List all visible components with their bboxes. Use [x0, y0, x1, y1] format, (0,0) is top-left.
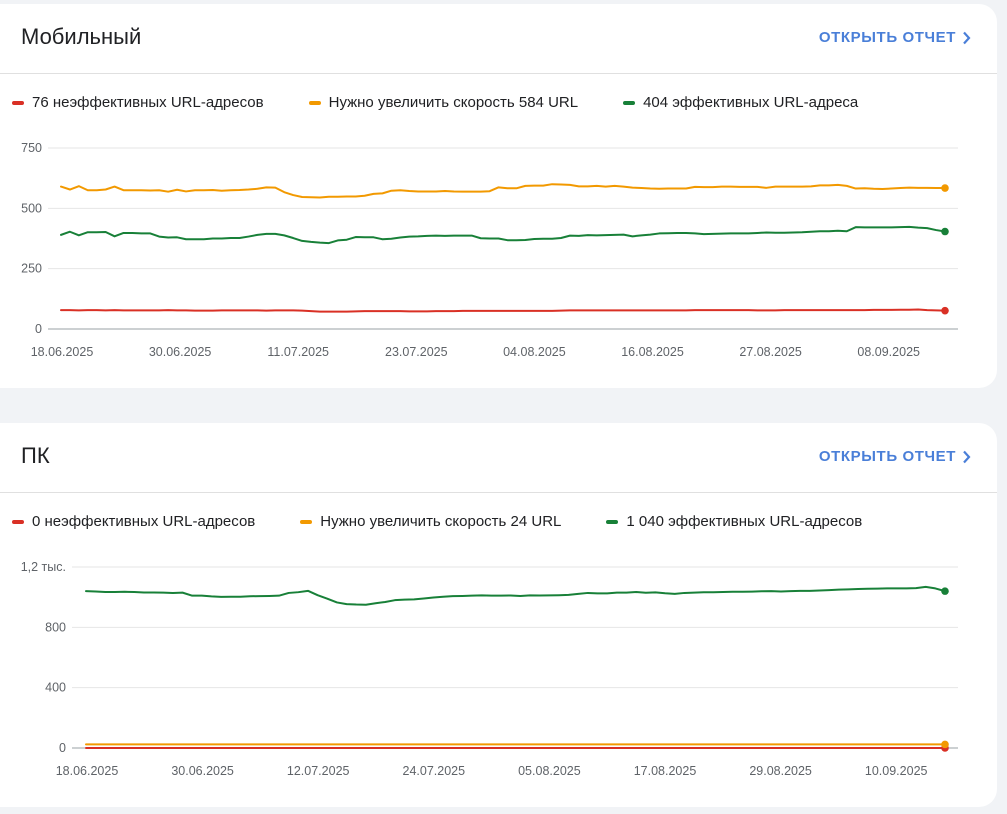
pc-open-report-label: ОТКРЫТЬ ОТЧЕТ: [818, 448, 956, 465]
legend-swatch-needs-improvement: [308, 100, 321, 105]
pc-y-tick-label: 800: [45, 620, 66, 634]
mobile-x-tick-label: 23.07.2025: [385, 345, 448, 359]
mobile-legend: 76 неэффективных URL-адресов Нужно увели…: [12, 94, 858, 111]
pc-x-tick-label: 18.06.2025: [56, 764, 119, 778]
pc-series-line-2: [85, 585, 946, 606]
mobile-y-tick-label: 0: [35, 322, 42, 336]
pc-open-report-button[interactable]: ОТКРЫТЬ ОТЧЕТ: [819, 448, 971, 465]
pc-y-tick-label: 1,2 тыс.: [21, 560, 66, 574]
mobile-open-report-label: ОТКРЫТЬ ОТЧЕТ: [818, 29, 956, 46]
mobile-card-header: Мобильный ОТКРЫТЬ ОТЧЕТ: [0, 4, 997, 74]
mobile-y-tick-label: 500: [21, 201, 42, 215]
mobile-series-endpoint-1: [941, 184, 949, 192]
legend-swatch-good: [623, 100, 636, 105]
legend-swatch-good: [606, 519, 619, 524]
legend-swatch-needs-improvement: [300, 519, 313, 524]
pc-y-tick-label: 0: [59, 741, 66, 755]
pc-legend-label-needs-improvement: Нужно увеличить скорость 24 URL: [320, 513, 562, 530]
mobile-open-report-button[interactable]: ОТКРЫТЬ ОТЧЕТ: [819, 29, 971, 46]
mobile-legend-label-poor: 76 неэффективных URL-адресов: [32, 94, 264, 111]
mobile-legend-item-poor[interactable]: 76 неэффективных URL-адресов: [12, 94, 264, 111]
mobile-x-tick-label: 30.06.2025: [149, 345, 212, 359]
mobile-chart: 750 500 250 0 18.06.2025 30.06.2025 11.07.2025…: [21, 141, 958, 359]
pc-x-tick-label: 12.07.2025: [287, 764, 350, 778]
mobile-x-tick-label: 08.09.2025: [857, 345, 920, 359]
pc-x-tick-label: 24.07.2025: [403, 764, 466, 778]
chevron-right-icon: [963, 31, 971, 44]
mobile-card: Мобильный ОТКРЫТЬ ОТЧЕТ 76 неэффективных…: [0, 4, 997, 388]
mobile-y-tick-label: 250: [21, 262, 42, 276]
mobile-legend-label-good: 404 эффективных URL-адреса: [643, 94, 859, 111]
mobile-y-tick-label: 750: [21, 141, 42, 155]
mobile-series-line-0: [60, 308, 946, 313]
pc-legend-item-good[interactable]: 1 040 эффективных URL-адресов: [606, 513, 862, 530]
mobile-card-title: Мобильный: [21, 24, 142, 49]
mobile-series-line-2: [60, 225, 946, 245]
pc-legend: 0 неэффективных URL-адресов Нужно увелич…: [12, 513, 862, 530]
pc-card-title: ПК: [21, 443, 50, 468]
legend-swatch-poor: [12, 519, 24, 524]
pc-card-header: ПК ОТКРЫТЬ ОТЧЕТ: [0, 423, 997, 493]
pc-series-endpoint-2: [941, 587, 949, 595]
mobile-x-tick-label: 16.08.2025: [621, 345, 684, 359]
mobile-legend-item-needs-improvement[interactable]: Нужно увеличить скорость 584 URL: [308, 94, 579, 111]
pc-y-tick-label: 400: [45, 681, 66, 695]
pc-chart: 1,2 тыс. 800 400 0 18.06.2025 30.06.2025 12.07…: [21, 560, 958, 778]
mobile-x-tick-label: 27.08.2025: [739, 345, 802, 359]
mobile-series-endpoint-0: [941, 306, 949, 315]
legend-swatch-poor: [12, 100, 24, 105]
pc-x-tick-label: 17.08.2025: [634, 764, 697, 778]
mobile-x-tick-label: 11.07.2025: [267, 345, 329, 359]
pc-card: ПК ОТКРЫТЬ ОТЧЕТ 0 неэффективных URL-адр…: [0, 423, 997, 807]
pc-x-tick-label: 10.09.2025: [865, 764, 928, 778]
chevron-right-icon: [963, 450, 971, 463]
pc-series-endpoint-1: [941, 740, 949, 749]
mobile-legend-item-good[interactable]: 404 эффективных URL-адреса: [623, 94, 858, 111]
pc-legend-label-poor: 0 неэффективных URL-адресов: [32, 513, 256, 530]
pc-x-tick-label: 29.08.2025: [749, 764, 812, 778]
pc-legend-item-poor[interactable]: 0 неэффективных URL-адресов: [12, 513, 255, 530]
mobile-series-endpoint-2: [941, 227, 949, 236]
mobile-x-tick-label: 04.08.2025: [503, 345, 566, 359]
mobile-legend-label-needs-improvement: Нужно увеличить скорость 584 URL: [328, 94, 579, 111]
mobile-series-line-1: [60, 183, 946, 199]
mobile-x-tick-label: 18.06.2025: [31, 345, 94, 359]
pc-x-tick-label: 30.06.2025: [171, 764, 234, 778]
pc-x-tick-label: 05.08.2025: [518, 764, 581, 778]
pc-legend-item-needs-improvement[interactable]: Нужно увеличить скорость 24 URL: [300, 513, 561, 530]
pc-legend-label-good: 1 040 эффективных URL-адресов: [626, 513, 863, 530]
